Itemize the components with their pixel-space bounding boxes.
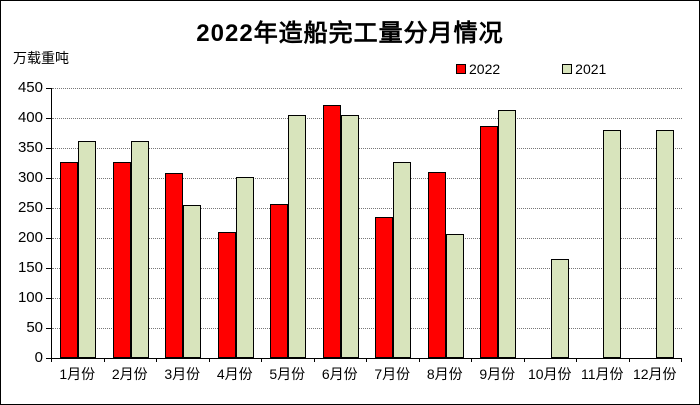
x-axis-tick-mark bbox=[208, 358, 210, 362]
gridline-100 bbox=[52, 298, 682, 299]
plot-area bbox=[51, 88, 682, 359]
legend-label-2022: 2022 bbox=[469, 61, 501, 77]
legend-swatch-2022 bbox=[456, 64, 466, 74]
x-axis-label-3月份: 3月份 bbox=[164, 366, 201, 382]
bar-2021-1月份 bbox=[78, 141, 97, 358]
x-axis-tick-mark bbox=[261, 358, 262, 362]
bar-2021-12月份 bbox=[655, 130, 674, 358]
gridline-150 bbox=[52, 268, 682, 269]
y-axis-tick-label-400: 400 bbox=[17, 109, 43, 126]
bar-2021-9月份 bbox=[498, 109, 517, 358]
y-axis-tick-mark bbox=[46, 238, 51, 239]
chart-title: 2022年造船完工量分月情况 bbox=[196, 20, 504, 47]
y-axis-tick-label-250: 250 bbox=[17, 199, 43, 216]
bar-2022-6月份 bbox=[322, 104, 341, 358]
y-axis-tick-mark bbox=[46, 268, 51, 269]
y-axis-tick-mark bbox=[46, 358, 51, 359]
bar-2021-7月份 bbox=[393, 161, 412, 358]
bar-2021-4月份 bbox=[235, 176, 254, 358]
x-axis-tick-mark bbox=[418, 358, 420, 362]
bar-2022-4月份 bbox=[217, 232, 236, 358]
y-axis-tick-mark bbox=[46, 118, 51, 119]
y-axis-tick-mark bbox=[46, 148, 51, 149]
y-axis-tick-label-200: 200 bbox=[17, 229, 43, 246]
x-axis-tick-mark bbox=[628, 358, 630, 362]
legend-swatch-2021 bbox=[562, 64, 573, 74]
gridline-350 bbox=[52, 148, 682, 149]
x-axis-tick-mark bbox=[523, 358, 525, 362]
x-axis-label-12月份: 12月份 bbox=[632, 366, 677, 382]
x-axis-label-8月份: 8月份 bbox=[426, 366, 463, 382]
x-axis-label-2月份: 2月份 bbox=[111, 366, 148, 382]
x-axis-tick-mark bbox=[51, 358, 52, 362]
x-axis-label-1月份: 1月份 bbox=[59, 366, 96, 382]
bar-2022-2月份 bbox=[112, 161, 131, 358]
x-axis-tick-mark bbox=[313, 358, 315, 362]
bar-2021-6月份 bbox=[340, 115, 359, 358]
bar-2022-8月份 bbox=[427, 172, 446, 358]
bar-2021-5月份 bbox=[288, 115, 307, 358]
x-axis-tick-mark bbox=[103, 358, 105, 362]
x-axis-label-5月份: 5月份 bbox=[269, 366, 306, 382]
y-axis-tick-mark bbox=[46, 208, 51, 209]
x-axis-label-7月份: 7月份 bbox=[374, 366, 411, 382]
x-axis-tick-mark bbox=[156, 358, 157, 362]
gridline-400 bbox=[52, 118, 682, 119]
bar-2022-7月份 bbox=[375, 217, 394, 358]
y-axis-tick-label-150: 150 bbox=[17, 259, 43, 276]
legend: 2022 2021 bbox=[456, 61, 606, 77]
x-axis-label-4月份: 4月份 bbox=[216, 366, 253, 382]
x-axis-label-10月份: 10月份 bbox=[527, 366, 572, 382]
gridline-250 bbox=[52, 208, 682, 209]
bar-2021-10月份 bbox=[550, 259, 569, 358]
y-axis-tick-mark bbox=[46, 178, 51, 179]
y-axis-tick-label-0: 0 bbox=[34, 349, 43, 366]
x-axis-label-11月份: 11月份 bbox=[580, 366, 624, 382]
y-axis-tick-label-350: 350 bbox=[17, 139, 43, 156]
bar-2022-1月份 bbox=[60, 161, 79, 358]
bar-2021-2月份 bbox=[130, 141, 149, 358]
gridline-450 bbox=[52, 88, 682, 89]
bar-2022-3月份 bbox=[165, 173, 184, 358]
x-axis-tick-mark bbox=[681, 358, 682, 362]
legend-label-2021: 2021 bbox=[575, 61, 607, 77]
y-axis-tick-mark bbox=[46, 88, 51, 89]
y-axis-tick-label-50: 50 bbox=[26, 319, 43, 336]
legend-item-2022: 2022 bbox=[456, 61, 500, 77]
y-axis-tick-mark bbox=[46, 298, 51, 299]
bar-2022-5月份 bbox=[270, 204, 289, 358]
y-axis-tick-label-100: 100 bbox=[17, 289, 43, 306]
legend-item-2021: 2021 bbox=[562, 61, 606, 77]
x-axis-label-9月份: 9月份 bbox=[479, 366, 516, 382]
x-axis-tick-mark bbox=[471, 358, 472, 362]
y-axis-unit-label: 万载重吨 bbox=[13, 50, 69, 66]
bar-2022-9月份 bbox=[480, 126, 499, 358]
x-axis-tick-mark bbox=[366, 358, 367, 362]
bar-2021-8月份 bbox=[445, 233, 464, 358]
gridline-50 bbox=[52, 328, 682, 329]
x-axis-label-6月份: 6月份 bbox=[321, 366, 358, 382]
y-axis-tick-mark bbox=[46, 328, 51, 329]
bar-2021-11月份 bbox=[603, 130, 622, 358]
bar-2021-3月份 bbox=[183, 205, 202, 358]
gridline-300 bbox=[52, 178, 682, 179]
x-axis-tick-mark bbox=[576, 358, 577, 362]
y-axis-tick-label-450: 450 bbox=[17, 79, 43, 96]
y-axis-tick-label-300: 300 bbox=[17, 169, 43, 186]
gridline-200 bbox=[52, 238, 682, 239]
